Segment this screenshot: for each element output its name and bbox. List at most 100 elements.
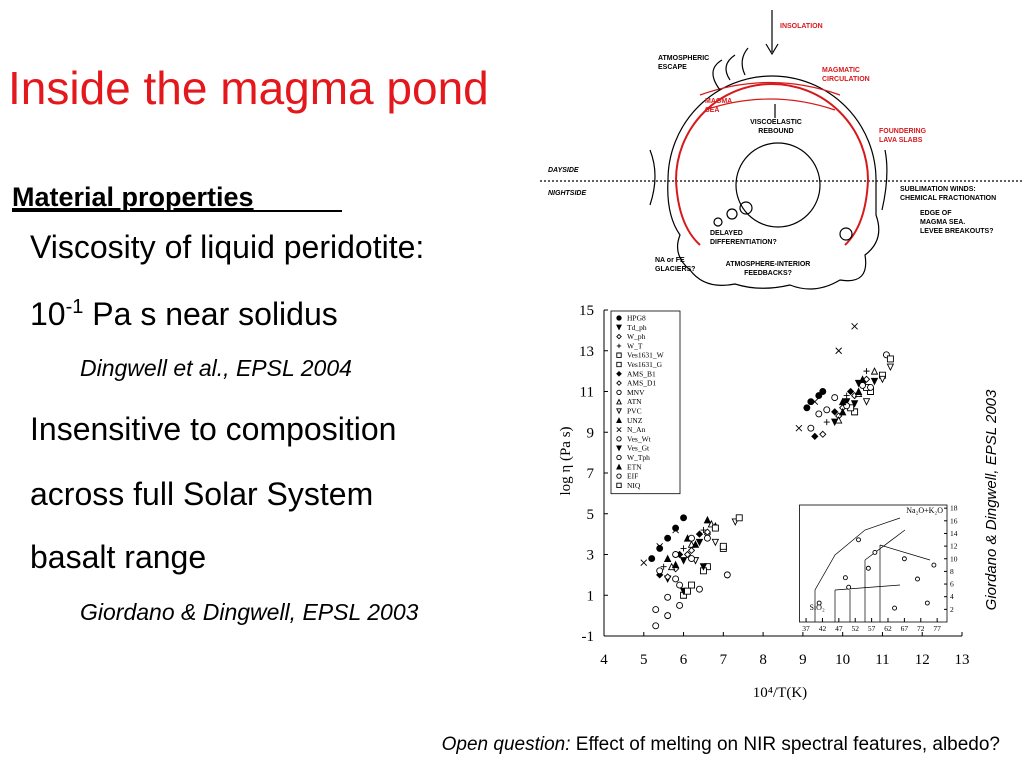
x-tick-label: 4 [600, 652, 608, 668]
legend-label: N_An [627, 425, 646, 434]
data-point [699, 563, 708, 571]
diagram-label: ATMOSPHERIC [658, 55, 709, 62]
bullet: basalt range [30, 539, 206, 575]
x-tick-label: 10 [835, 652, 850, 668]
y-tick-label: 8 [950, 567, 954, 576]
x-tick-label: 6 [680, 652, 688, 668]
reference: Dingwell et al., EPSL 2004 [80, 355, 352, 381]
arrow-head [765, 43, 779, 56]
data-point [843, 392, 850, 399]
y-tick-label: 16 [950, 516, 958, 525]
bullet: 10-1 Pa s near solidus [30, 296, 338, 332]
data-point [700, 527, 707, 534]
bullet: Viscosity of liquid peridotite: [30, 229, 424, 265]
legend-marker [616, 324, 622, 331]
data-point [711, 538, 720, 547]
x-tick-label: 7 [720, 652, 728, 668]
legend-marker [616, 333, 622, 340]
y-tick-label: 9 [587, 425, 595, 441]
y-tick-label: 4 [950, 592, 954, 601]
footer: Open question: Effect of melting on NIR … [442, 734, 1000, 755]
y-axis-label: log η (Pa s) [558, 426, 574, 495]
y-tick-label: 15 [579, 303, 594, 319]
data-point [862, 398, 871, 406]
x-tick-label: 37 [802, 624, 810, 633]
x-axis-label: 10⁴/T(K) [753, 685, 807, 701]
data-point [842, 575, 848, 581]
data-point [807, 398, 815, 406]
data-point [931, 562, 937, 568]
data-point [687, 546, 696, 555]
legend-marker [616, 370, 622, 377]
y-axis-label: Na₂O+K₂O [906, 506, 943, 515]
diapir [726, 208, 738, 220]
legend-label: Td_ph [627, 323, 647, 332]
data-point [872, 549, 878, 555]
bullet-base: 10 [30, 296, 66, 332]
data-point [703, 515, 712, 524]
data-point [807, 424, 815, 432]
x-tick-label: 62 [884, 624, 892, 633]
data-point [811, 432, 819, 440]
data-point [711, 524, 719, 532]
legend-marker [616, 417, 622, 423]
x-tick-label: 11 [875, 652, 889, 668]
bullet: Insensitive to composition [30, 411, 396, 447]
data-point [795, 424, 803, 432]
diagram-label: MAGMA SEA. [920, 219, 965, 226]
wind-arrows [649, 149, 888, 211]
legend-marker [616, 315, 622, 321]
data-point [640, 559, 648, 566]
legend-label: NIQ [627, 481, 641, 490]
bullet-rest: Pa s near solidus [83, 296, 337, 332]
tas-field-lines [814, 517, 931, 622]
data-point [886, 363, 895, 372]
x-tick-label: 47 [835, 624, 843, 633]
diagram-label: CIRCULATION [822, 76, 870, 83]
legend-marker [616, 482, 622, 489]
data-point [846, 584, 852, 590]
data-point [676, 581, 684, 589]
data-point [870, 377, 879, 386]
interior-core [735, 142, 821, 228]
y-tick-label: 5 [587, 507, 595, 523]
x-tick-label: 8 [759, 652, 767, 668]
legend-marker [616, 427, 622, 433]
legend-marker [616, 380, 622, 386]
tas-inset: 37 42 47 52 57 62 67 72 77 2 4 6 8 10 12 14 16 18 Na₂O+K₂O… [799, 504, 958, 633]
x-tick-label: 52 [851, 624, 859, 633]
legend-marker [616, 361, 622, 368]
diapir [713, 217, 723, 227]
diagram-label: NA or FE [655, 257, 685, 264]
x-tick-label: 77 [933, 624, 941, 633]
legend-marker [616, 445, 622, 452]
diagram-label: EDGE OF [920, 210, 952, 217]
legend-label: MNV [627, 388, 645, 397]
bullet: across full Solar System [30, 476, 373, 512]
data-point [684, 587, 691, 595]
inset-frame [799, 504, 948, 623]
legend-label: EIF [627, 472, 638, 481]
y-tick-label: 11 [580, 385, 594, 401]
data-point [696, 585, 703, 593]
footer-text: Effect of melting on NIR spectral featur… [571, 734, 1001, 755]
data-point [851, 322, 858, 330]
x-tick-label: 12 [915, 652, 930, 668]
diagram-label: MAGMATIC [822, 67, 860, 74]
data-point [671, 560, 680, 569]
data-point [859, 382, 867, 389]
data-point [823, 406, 831, 414]
data-point [803, 404, 811, 412]
data-point [819, 388, 827, 395]
data-point [664, 593, 672, 601]
data-point [856, 537, 861, 543]
y-tick-label: 6 [950, 580, 954, 589]
y-tick-label: 12 [950, 542, 958, 551]
diagram-label: ESCAPE [658, 64, 687, 71]
data-point [838, 397, 847, 406]
data-point [831, 394, 839, 401]
data-point [816, 600, 822, 606]
x-tick-label: 13 [955, 652, 970, 668]
data-point [862, 375, 871, 383]
